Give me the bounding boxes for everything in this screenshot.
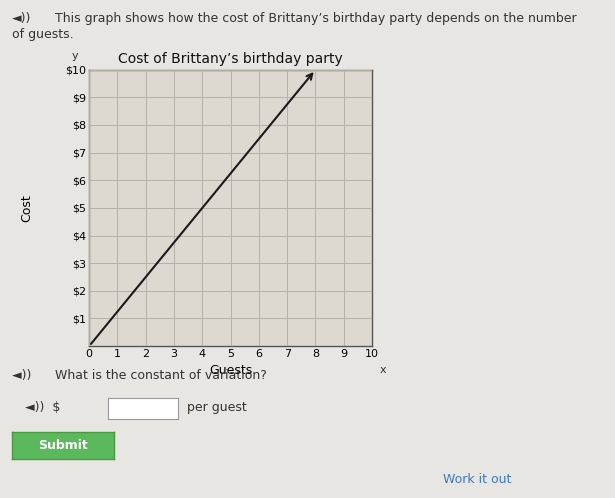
Text: ◄))  $: ◄)) $ <box>25 401 60 414</box>
Text: This graph shows how the cost of Brittany’s birthday party depends on the number: This graph shows how the cost of Brittan… <box>55 12 577 25</box>
Text: Submit: Submit <box>38 439 88 452</box>
Text: y: y <box>72 51 78 61</box>
Text: of guests.: of guests. <box>12 28 74 41</box>
Text: Work it out: Work it out <box>443 473 511 486</box>
Text: What is the constant of variation?: What is the constant of variation? <box>55 369 268 381</box>
Text: ◄)): ◄)) <box>12 369 40 381</box>
Title: Cost of Brittany’s birthday party: Cost of Brittany’s birthday party <box>118 52 343 66</box>
Text: Cost: Cost <box>20 194 33 222</box>
Text: ◄)): ◄)) <box>12 12 32 25</box>
X-axis label: Guests: Guests <box>209 365 252 377</box>
Text: x: x <box>380 366 387 375</box>
Text: per guest: per guest <box>183 401 247 414</box>
